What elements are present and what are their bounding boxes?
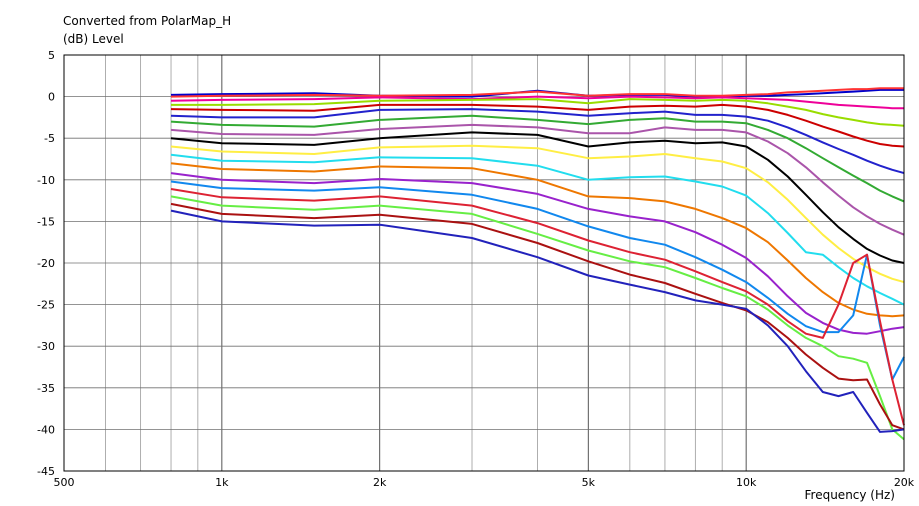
y-tick-label: -25 xyxy=(37,299,55,312)
y-tick-label: -30 xyxy=(37,340,55,353)
x-tick-label: 1k xyxy=(215,476,229,489)
x-tick-label: 20k xyxy=(894,476,915,489)
series-line-13 xyxy=(170,172,905,335)
series-lines xyxy=(170,87,905,441)
series-line-10 xyxy=(170,144,905,284)
series-line-6 xyxy=(170,108,905,175)
series-line-14 xyxy=(170,180,905,381)
x-tick-label: 10k xyxy=(736,476,757,489)
y-tick-label: -15 xyxy=(37,215,55,228)
series-line-7 xyxy=(170,114,905,203)
plot-border xyxy=(63,54,905,472)
chart-title: Converted from PolarMap_H xyxy=(63,14,232,28)
series-line-12 xyxy=(170,162,905,318)
series-line-9 xyxy=(170,131,905,264)
x-tick-label: 5k xyxy=(582,476,596,489)
y-tick-label: -45 xyxy=(37,465,55,478)
series-line-15 xyxy=(170,188,905,426)
series-line-2 xyxy=(170,87,904,98)
series-line-4 xyxy=(171,98,905,127)
y-tick-label: 0 xyxy=(48,91,55,104)
x-tick-label: 2k xyxy=(373,476,387,489)
series-line-18 xyxy=(170,209,905,433)
series-line-8 xyxy=(170,123,905,236)
y-tick-label: -20 xyxy=(37,257,55,270)
y-tick-label: 5 xyxy=(48,49,55,62)
series-line-3 xyxy=(170,95,904,110)
x-axis-label: Frequency (Hz) xyxy=(804,488,896,502)
series-line-5 xyxy=(170,103,905,148)
y-tick-label: -35 xyxy=(37,382,55,395)
x-tick-label: 500 xyxy=(54,476,75,489)
series-line-16 xyxy=(170,195,905,441)
y-tick-label: -5 xyxy=(44,132,55,145)
y-tick-label: -10 xyxy=(37,174,55,187)
y-axis-label: (dB) Level xyxy=(63,32,124,46)
y-tick-label: -40 xyxy=(37,423,55,436)
